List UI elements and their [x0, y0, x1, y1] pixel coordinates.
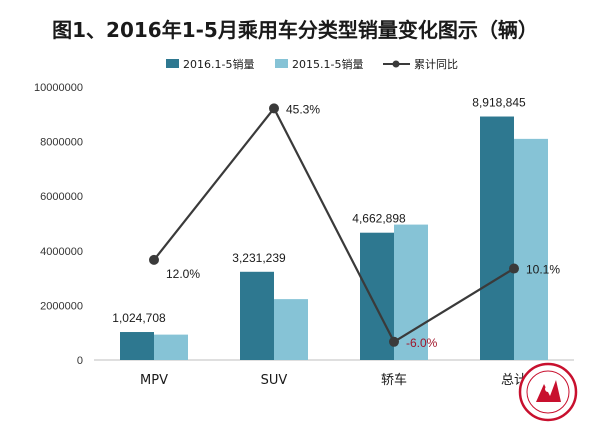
- bar-2015: [154, 334, 188, 360]
- yoy-value-label: 10.1%: [526, 263, 560, 277]
- yoy-value-label: -6.0%: [406, 336, 438, 350]
- bar-2016: [120, 332, 154, 360]
- category-labels: MPV SUV 轿车 总计: [140, 372, 527, 388]
- yoy-point: [389, 336, 399, 347]
- chart-title: 图1、2016年1-5月乘用车分类型销量变化图示（辆）: [52, 18, 538, 42]
- bar-2015: [514, 138, 548, 360]
- y-tick-label: 8000000: [40, 137, 83, 149]
- legend-marker-yoy: [392, 60, 400, 68]
- bar-2016: [240, 271, 274, 360]
- x-category-label: 轿车: [381, 372, 407, 388]
- bar-2016: [360, 232, 394, 360]
- yoy-line: [153, 106, 515, 344]
- legend-label-2015: 2015.1-5销量: [292, 57, 363, 71]
- yoy-point: [149, 254, 159, 265]
- yoy-point: [509, 263, 519, 274]
- bars: 1,024,708 3,231,239 4,662,898 8,918,845: [112, 96, 548, 360]
- y-tick-label: 6000000: [40, 191, 83, 203]
- yoy-value-label: 12.0%: [166, 267, 200, 281]
- x-category-label: MPV: [140, 373, 168, 388]
- legend-swatch-2015: [275, 59, 288, 68]
- yoy-point: [269, 103, 279, 114]
- legend-label-yoy: 累计同比: [414, 58, 458, 71]
- y-axis-ticks: 0 2000000 4000000 6000000 8000000 10000000: [34, 82, 83, 367]
- legend-swatch-2016: [166, 59, 179, 68]
- legend: 2016.1-5销量 2015.1-5销量 累计同比: [166, 57, 458, 71]
- bar-value-label: 8,918,845: [472, 96, 526, 110]
- bar-value-label: 4,662,898: [352, 212, 406, 226]
- yoy-value-label: 45.3%: [286, 102, 320, 116]
- bar-2015: [274, 299, 308, 360]
- legend-label-2016: 2016.1-5销量: [183, 57, 254, 71]
- bar-2016: [480, 116, 514, 360]
- watermark-seal: [518, 362, 578, 422]
- y-tick-label: 0: [77, 355, 83, 367]
- x-category-label: SUV: [261, 373, 288, 388]
- y-tick-label: 10000000: [34, 82, 83, 94]
- yoy-line-series: 12.0% 45.3% -6.0% 10.1%: [149, 102, 560, 350]
- bar-value-label: 3,231,239: [232, 251, 286, 265]
- y-tick-label: 2000000: [40, 300, 83, 312]
- y-tick-label: 4000000: [40, 246, 83, 258]
- bar-value-label: 1,024,708: [112, 311, 166, 325]
